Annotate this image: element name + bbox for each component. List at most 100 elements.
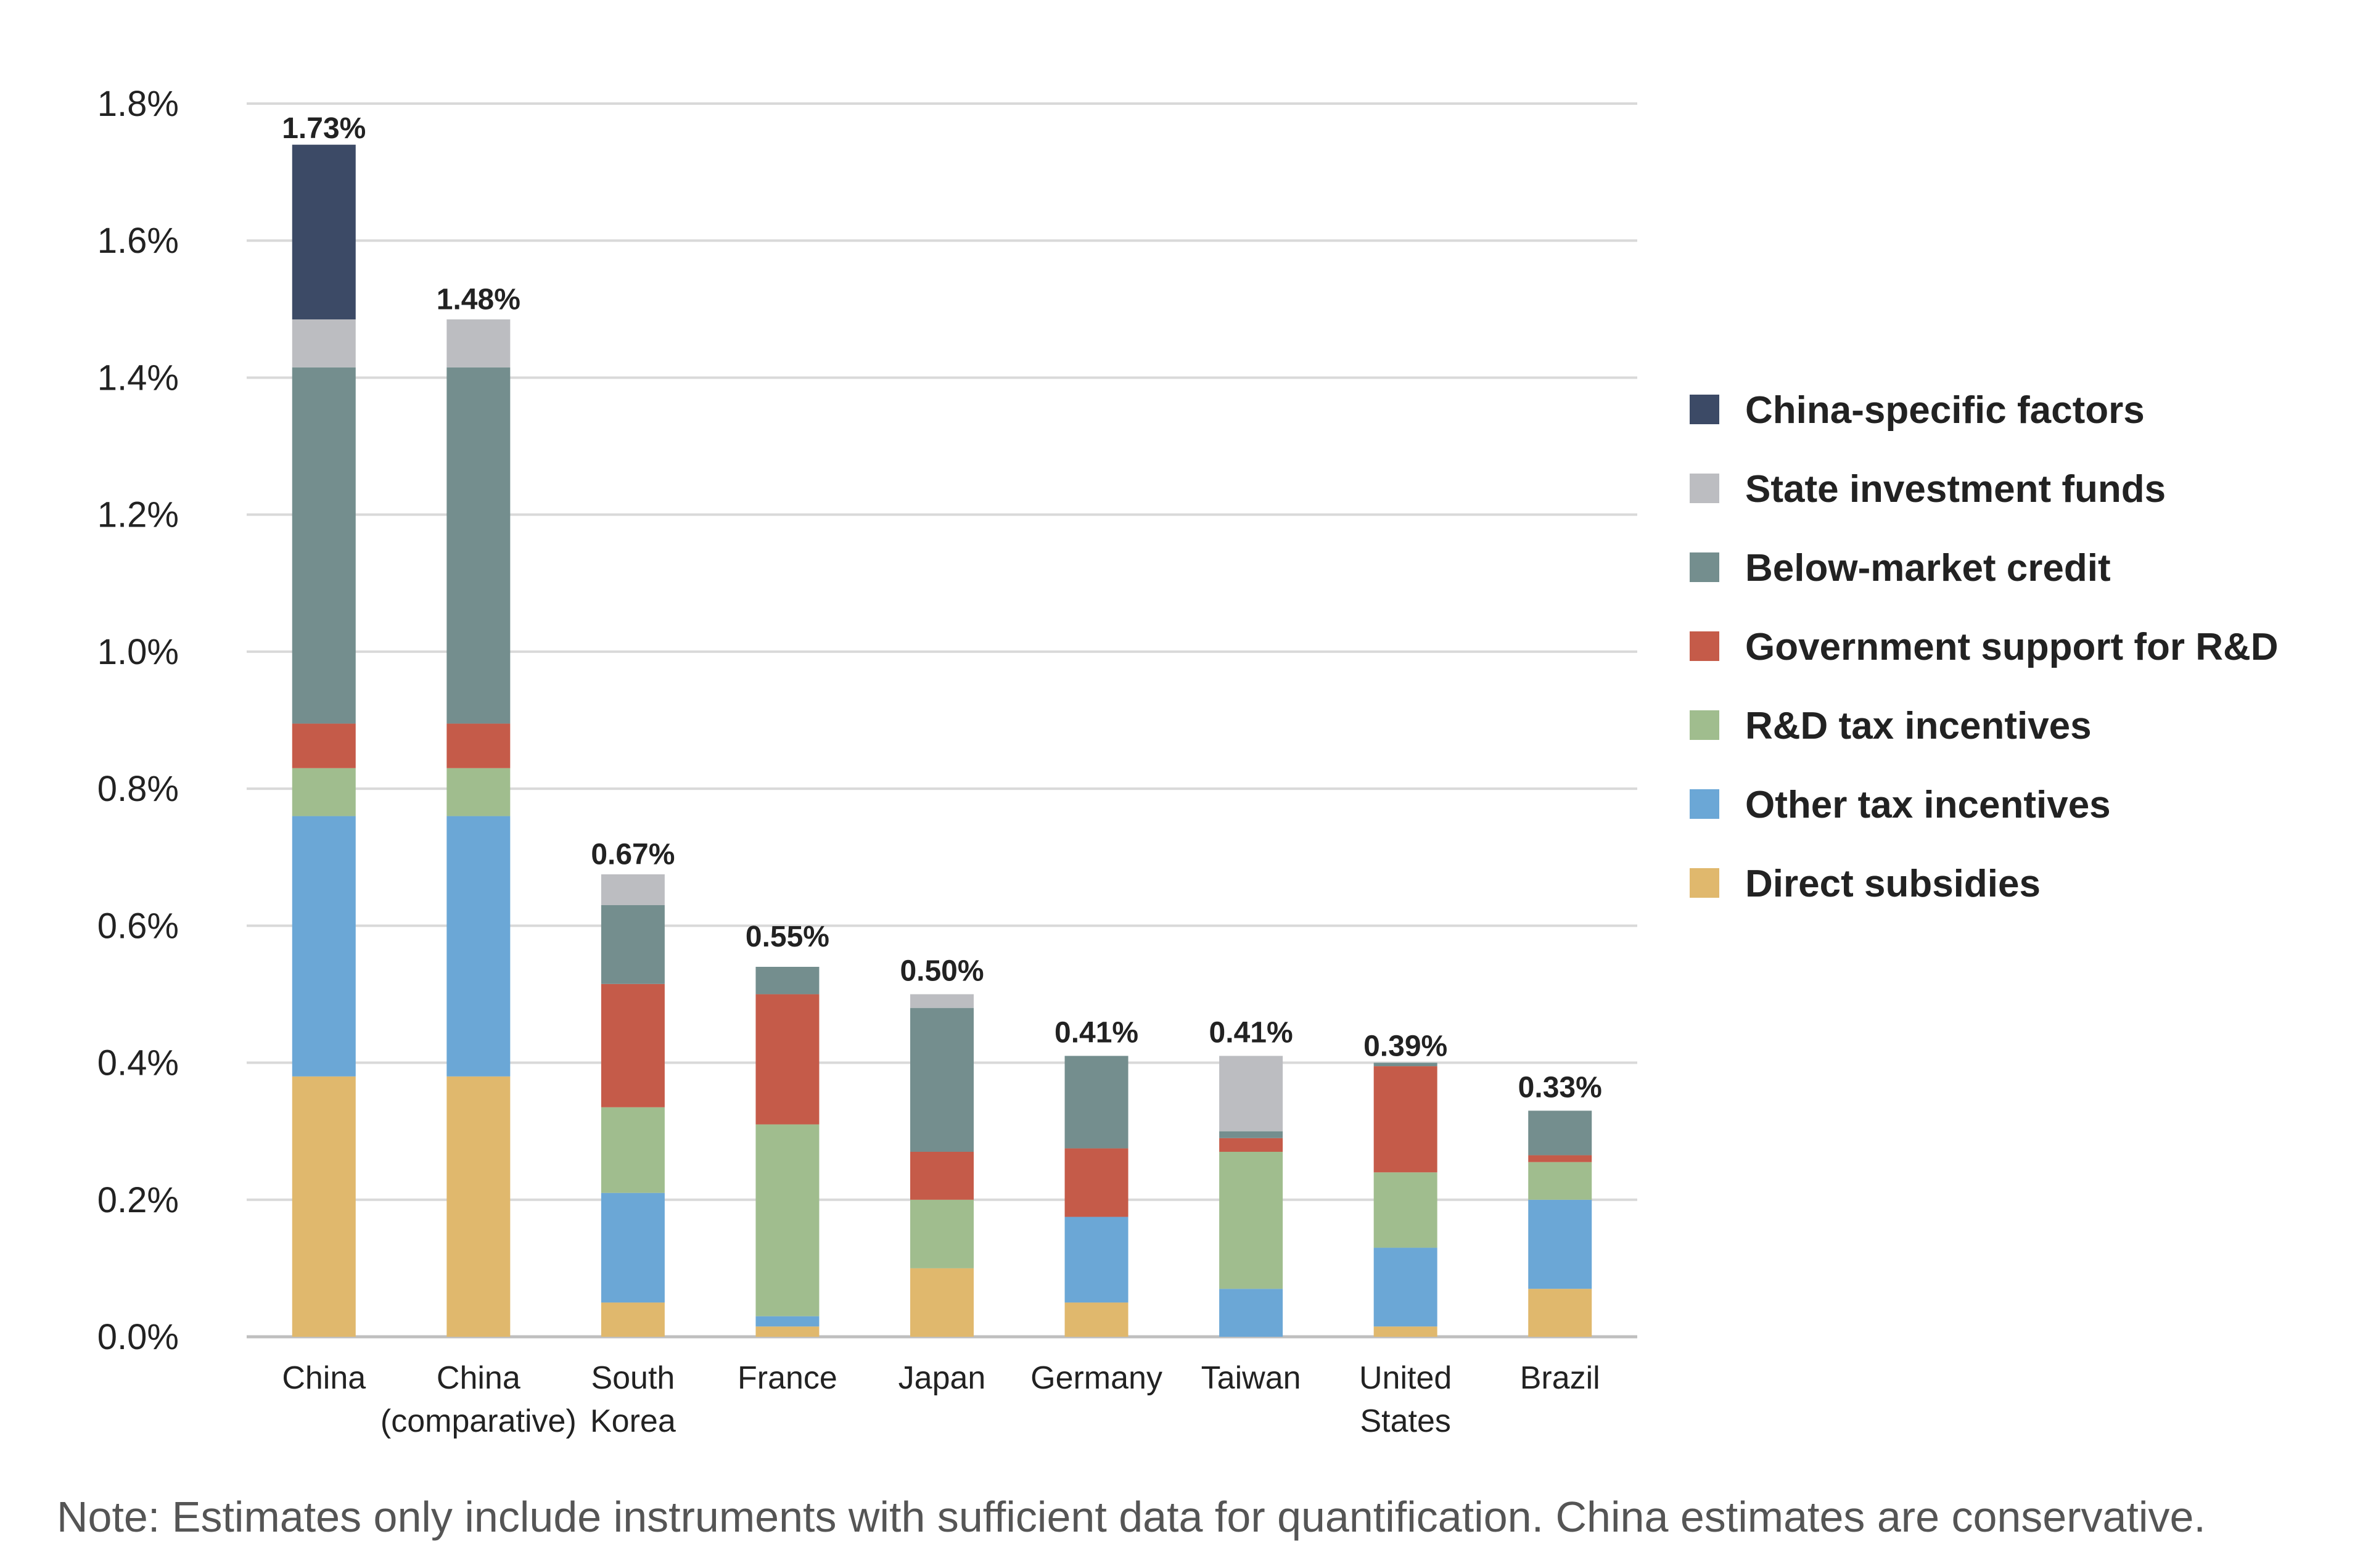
- bar-segment-government-support-for-r-d: [910, 1152, 974, 1200]
- bar-segment-other-tax-incentives: [1064, 1217, 1128, 1303]
- bar-segment-r-d-tax-incentives: [755, 1124, 820, 1316]
- x-tick-label: France: [738, 1360, 837, 1396]
- bar-segment-state-investment-funds: [1219, 1056, 1283, 1131]
- y-tick-label: 0.6%: [97, 906, 179, 946]
- bar-segment-r-d-tax-incentives: [1373, 1172, 1437, 1248]
- bar-segment-below-market-credit: [601, 905, 665, 984]
- bar-segment-direct-subsidies: [1373, 1326, 1437, 1337]
- bar-segment-other-tax-incentives: [292, 816, 356, 1077]
- bar-total-label: 0.67%: [591, 839, 675, 871]
- legend-swatch: [1690, 868, 1719, 898]
- legend-swatch: [1690, 395, 1719, 424]
- legend-label: Other tax incentives: [1745, 784, 2111, 826]
- bar-segment-r-d-tax-incentives: [1528, 1162, 1592, 1200]
- bar-segment-government-support-for-r-d: [1064, 1148, 1128, 1217]
- bar-segment-other-tax-incentives: [1373, 1247, 1437, 1327]
- bar-segment-r-d-tax-incentives: [910, 1199, 974, 1268]
- bar-segment-state-investment-funds: [910, 994, 974, 1008]
- legend-item: China-specific factors: [1690, 389, 2145, 432]
- legend-label: R&D tax incentives: [1745, 705, 2092, 747]
- bar-total-label: 0.33%: [1518, 1071, 1602, 1104]
- bar-total-label: 1.48%: [437, 284, 520, 316]
- x-tick-label: Korea: [590, 1403, 676, 1439]
- bar-total-label: 0.39%: [1363, 1030, 1447, 1063]
- x-tick-label: South: [591, 1360, 675, 1396]
- y-tick-label: 0.8%: [97, 769, 179, 809]
- legend-item: R&D tax incentives: [1690, 705, 2092, 747]
- legend: China-specific factors State investment f…: [1690, 389, 2279, 905]
- bar-segment-direct-subsidies: [755, 1326, 820, 1337]
- bar-segment-direct-subsidies: [1528, 1289, 1592, 1337]
- bar-segment-below-market-credit: [1064, 1056, 1128, 1149]
- legend-item: State investment funds: [1690, 468, 2166, 511]
- bar-total-label: 0.41%: [1054, 1016, 1138, 1049]
- bar-segment-other-tax-incentives: [755, 1316, 820, 1327]
- legend-item: Other tax incentives: [1690, 784, 2111, 826]
- bars: [292, 144, 1592, 1337]
- bar-total-label: 1.73%: [282, 112, 366, 145]
- x-tick-label: States: [1360, 1403, 1450, 1439]
- bar-segment-direct-subsidies: [601, 1302, 665, 1337]
- y-tick-label: 0.0%: [97, 1317, 179, 1357]
- bar-segment-state-investment-funds: [601, 874, 665, 905]
- bar-segment-direct-subsidies: [910, 1268, 974, 1337]
- bar-segment-other-tax-incentives: [1528, 1199, 1592, 1289]
- legend-label: Below-market credit: [1745, 547, 2111, 589]
- bar-segment-government-support-for-r-d: [446, 723, 511, 768]
- bar-total-label: 0.41%: [1209, 1016, 1293, 1049]
- bar-total-label: 0.55%: [746, 921, 829, 953]
- y-tick-label: 1.0%: [97, 632, 179, 672]
- bar-segment-below-market-credit: [1528, 1110, 1592, 1155]
- bar-segment-state-investment-funds: [446, 319, 511, 367]
- y-axis-ticks: 0.0% 0.2% 0.4% 0.6% 0.8% 1.0% 1.2% 1.4% 1.6% 1.8%: [97, 84, 179, 1357]
- bar-segment-below-market-credit: [755, 967, 820, 995]
- legend-swatch: [1690, 474, 1719, 503]
- legend-swatch: [1690, 789, 1719, 819]
- bar-segment-direct-subsidies: [1064, 1302, 1128, 1337]
- bar-segment-other-tax-incentives: [601, 1192, 665, 1303]
- bar-segment-government-support-for-r-d: [292, 723, 356, 768]
- legend-label: Government support for R&D: [1745, 626, 2279, 668]
- bar-segment-other-tax-incentives: [1219, 1289, 1283, 1337]
- legend-swatch: [1690, 710, 1719, 740]
- x-tick-label: Japan: [898, 1360, 986, 1396]
- bar-segment-government-support-for-r-d: [1373, 1066, 1437, 1173]
- bar-segment-government-support-for-r-d: [1219, 1138, 1283, 1152]
- bar-segment-government-support-for-r-d: [755, 994, 820, 1125]
- bar-segment-below-market-credit: [292, 367, 356, 724]
- legend-swatch: [1690, 631, 1719, 661]
- bar-segment-direct-subsidies: [292, 1076, 356, 1337]
- x-tick-label: Taiwan: [1201, 1360, 1301, 1396]
- x-tick-label: China: [282, 1360, 366, 1396]
- y-tick-label: 0.2%: [97, 1180, 179, 1220]
- legend-item: Direct subsidies: [1690, 863, 2041, 905]
- x-axis-ticks: China China (comparative) South Korea France J…: [282, 1360, 1600, 1439]
- y-tick-label: 1.4%: [97, 358, 179, 398]
- legend-swatch: [1690, 552, 1719, 582]
- legend-item: Government support for R&D: [1690, 626, 2279, 668]
- bar-total-label: 0.50%: [900, 954, 984, 987]
- bar-segment-below-market-credit: [1373, 1062, 1437, 1067]
- x-tick-label: Germany: [1030, 1360, 1162, 1396]
- total-labels: 1.73% 1.48% 0.67% 0.55% 0.50% 0.41% 0.41% 0.39%…: [282, 112, 1602, 1104]
- bar-segment-china-specific-factors: [292, 144, 356, 319]
- legend-label: China-specific factors: [1745, 389, 2145, 432]
- bar-segment-government-support-for-r-d: [601, 983, 665, 1107]
- bar-segment-direct-subsidies: [446, 1076, 511, 1337]
- bar-segment-state-investment-funds: [292, 319, 356, 367]
- legend-label: State investment funds: [1745, 468, 2166, 511]
- bar-segment-government-support-for-r-d: [1528, 1155, 1592, 1162]
- bar-segment-below-market-credit: [446, 367, 511, 724]
- legend-label: Direct subsidies: [1745, 863, 2041, 905]
- x-tick-label: (comparative): [380, 1403, 577, 1439]
- bar-segment-other-tax-incentives: [446, 816, 511, 1077]
- bar-segment-below-market-credit: [1219, 1131, 1283, 1138]
- bar-segment-r-d-tax-incentives: [1219, 1152, 1283, 1289]
- y-tick-label: 0.4%: [97, 1043, 179, 1083]
- y-tick-label: 1.6%: [97, 221, 179, 261]
- bar-segment-below-market-credit: [910, 1008, 974, 1152]
- x-tick-label: Brazil: [1520, 1360, 1600, 1396]
- y-tick-label: 1.8%: [97, 84, 179, 124]
- x-tick-label: United: [1359, 1360, 1452, 1396]
